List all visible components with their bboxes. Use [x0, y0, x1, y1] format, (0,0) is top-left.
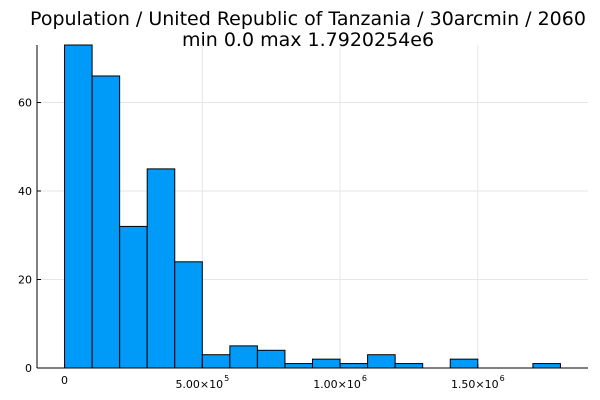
histogram-bar — [64, 44, 93, 369]
x-tick-exponent: 6 — [500, 374, 505, 383]
y-tick-label: 60 — [18, 97, 32, 110]
y-tick-label: 0 — [25, 362, 32, 375]
histogram-bar — [201, 354, 231, 369]
histogram-bar — [146, 168, 176, 369]
chart-title: Population / United Republic of Tanzania… — [30, 8, 586, 30]
bars — [64, 44, 561, 369]
histogram-bar — [284, 363, 314, 369]
histogram-bar — [449, 358, 479, 369]
x-tick-label: 0 — [61, 374, 68, 387]
x-tick-label: 5.00×10 — [175, 378, 223, 391]
histogram-bar — [119, 225, 148, 369]
histogram-bar — [256, 349, 286, 369]
histogram-bar — [91, 75, 121, 369]
histogram-bar — [394, 363, 424, 369]
y-tick-labels: 0 20 40 60 — [18, 97, 32, 375]
axes — [36, 45, 588, 369]
chart-subtitle: min 0.0 max 1.7920254e6 — [182, 29, 434, 51]
x-tick-exponent: 5 — [224, 374, 229, 383]
x-tick-labels: 0 5.00×10 5 1.00×10 6 1.50×10 6 — [61, 374, 505, 391]
y-tick-label: 40 — [18, 185, 32, 198]
histogram-bar — [312, 358, 341, 369]
histogram-bar — [532, 363, 561, 369]
x-tick-label: 1.50×10 — [451, 378, 499, 391]
histogram-bar — [367, 354, 396, 369]
histogram-bar — [174, 261, 203, 369]
y-tick-label: 20 — [18, 274, 32, 287]
x-tick-exponent: 6 — [362, 374, 367, 383]
x-tick-label: 1.00×10 — [313, 378, 361, 391]
histogram-bar — [339, 363, 369, 369]
histogram-bar — [229, 345, 258, 369]
